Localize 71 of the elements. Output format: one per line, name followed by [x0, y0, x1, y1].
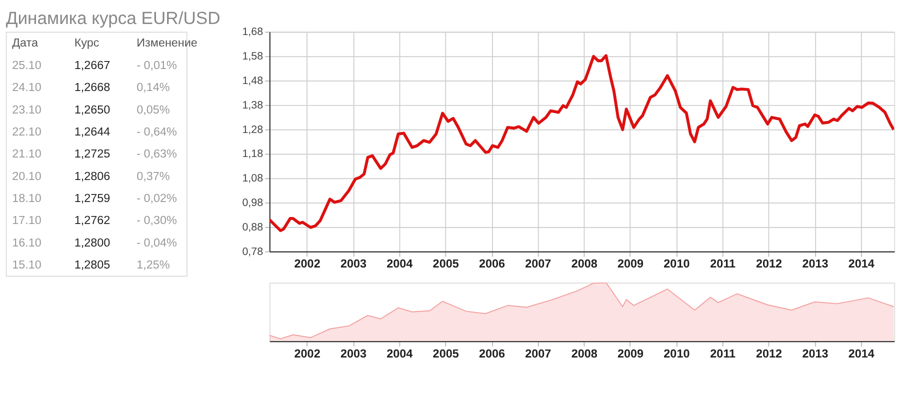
text: Дата — [12, 36, 38, 50]
y-tick-label: 1,58 — [242, 50, 264, 63]
x-tick-label: 2006 — [478, 347, 506, 360]
x-tick-label: 2010 — [664, 347, 690, 360]
text: 22.10 — [12, 125, 42, 138]
text: 1,2805 — [74, 258, 111, 272]
text: - 0,64% — [136, 125, 177, 138]
text: 21.10 — [12, 148, 42, 161]
x-tick-label: 2005 — [432, 347, 460, 360]
text: 18.10 — [12, 192, 42, 206]
text: 15.10 — [12, 258, 42, 272]
x-tick-label: 2002 — [294, 257, 321, 270]
text: 0,37% — [136, 170, 170, 183]
x-tick-label: 2006 — [478, 257, 506, 270]
y-tick-label: 0,88 — [242, 221, 264, 234]
text: 1,2762 — [74, 214, 110, 228]
text: - 0,02% — [136, 192, 177, 206]
y-tick-label: 1,38 — [242, 99, 264, 112]
x-tick-label: 2012 — [756, 257, 783, 270]
x-tick-label: 2008 — [571, 257, 598, 270]
text: - 0,30% — [136, 214, 177, 228]
x-tick-label: 2003 — [340, 257, 367, 270]
text: 0,05% — [136, 103, 170, 116]
x-tick-label: 2011 — [710, 257, 736, 270]
text: 1,2759 — [74, 192, 110, 206]
x-tick-label: 2007 — [525, 347, 552, 360]
text: 1,2650 — [74, 103, 111, 116]
x-tick-label: 2009 — [617, 257, 644, 270]
x-tick-label: 2003 — [340, 347, 367, 360]
text: 1,2725 — [74, 148, 111, 161]
text: 24.10 — [12, 81, 42, 94]
text: Курс — [74, 36, 100, 50]
text: 0,14% — [136, 81, 170, 94]
y-tick-label: 0,78 — [242, 246, 264, 258]
x-tick-label: 2008 — [571, 347, 598, 360]
x-tick-label: 2014 — [848, 257, 875, 270]
text: - 0,63% — [136, 148, 177, 161]
text: Динамика курса EUR/USD — [6, 8, 220, 28]
text: 20.10 — [12, 170, 42, 183]
text: 1,25% — [136, 258, 170, 272]
y-tick-label: 0,98 — [242, 196, 264, 209]
x-tick-label: 2013 — [802, 257, 829, 270]
y-tick-label: 1,28 — [242, 124, 264, 136]
y-tick-label: 1,68 — [242, 26, 264, 38]
text: Изменение — [136, 36, 198, 50]
x-tick-label: 2014 — [848, 347, 875, 360]
y-tick-label: 1,48 — [242, 74, 264, 87]
text: 1,2806 — [74, 170, 110, 183]
text: 16.10 — [12, 236, 42, 250]
text: 1,2644 — [74, 125, 111, 138]
text: 23.10 — [12, 103, 42, 116]
text: - 0,04% — [136, 236, 177, 250]
text: - 0,01% — [136, 58, 177, 72]
text: 1,2800 — [74, 236, 111, 250]
x-tick-label: 2005 — [432, 257, 460, 270]
y-tick-label: 1,08 — [242, 172, 264, 185]
x-tick-label: 2004 — [386, 257, 414, 270]
x-tick-label: 2012 — [756, 347, 783, 360]
text: 1,2668 — [74, 81, 110, 94]
x-tick-label: 2002 — [294, 347, 321, 360]
y-tick-label: 1,18 — [242, 148, 264, 160]
x-tick-label: 2004 — [386, 347, 414, 360]
x-tick-label: 2010 — [664, 257, 690, 270]
text: 25.10 — [12, 58, 42, 72]
x-tick-label: 2007 — [525, 257, 552, 270]
text: 17.10 — [12, 214, 42, 228]
x-tick-label: 2013 — [802, 347, 829, 360]
line-series — [269, 54, 894, 232]
text: 1,2667 — [74, 58, 110, 72]
x-tick-label: 2011 — [710, 347, 736, 360]
x-tick-label: 2009 — [617, 347, 644, 360]
